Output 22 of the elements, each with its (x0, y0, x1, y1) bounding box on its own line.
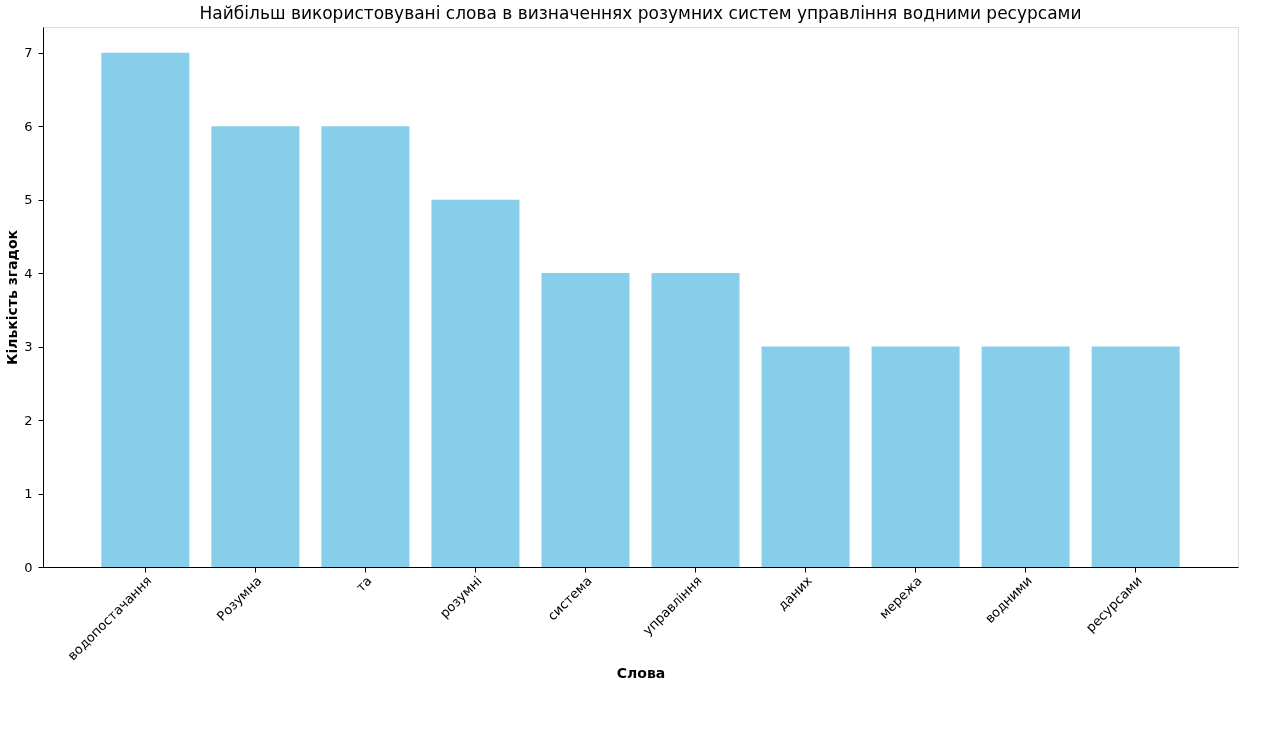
x-axis-title: Слова (616, 665, 666, 681)
x-tick-label: та (353, 573, 375, 595)
y-tick-label: 0 (24, 559, 33, 575)
y-axis-title: Кількість згадок (4, 229, 21, 366)
bar (981, 346, 1070, 567)
y-tick-label: 3 (24, 339, 33, 355)
y-tick-label: 1 (24, 486, 33, 502)
y-tick-label: 7 (24, 45, 33, 61)
bar (101, 52, 190, 567)
bar (871, 346, 960, 567)
y-tick-label: 5 (24, 192, 33, 208)
y-tick-label: 2 (24, 412, 33, 428)
bar (431, 199, 520, 567)
y-tick-label: 6 (24, 118, 33, 134)
bar (211, 126, 300, 567)
bar (321, 126, 410, 567)
y-tick-label: 4 (24, 265, 33, 281)
bar (761, 346, 850, 567)
bar (541, 273, 630, 567)
bar (1091, 346, 1180, 567)
chart-title: Найбільш використовувані слова в визначеннях розумних систем управління водними ресурсами (199, 3, 1082, 23)
bar (651, 273, 740, 567)
